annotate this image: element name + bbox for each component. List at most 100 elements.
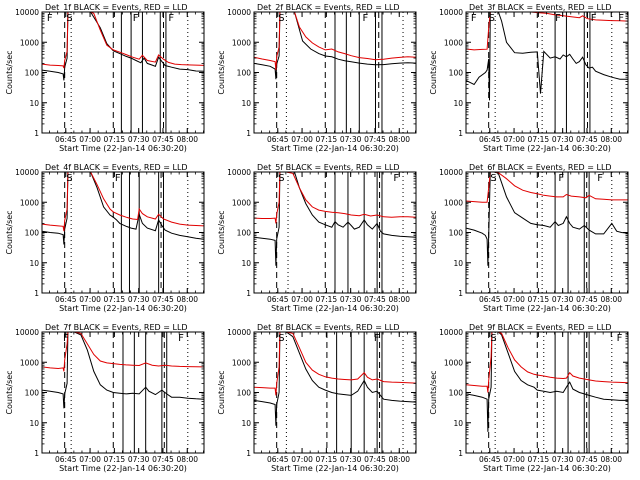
x-tick-label: 06:45 <box>55 295 77 304</box>
x-tick-label: 08:00 <box>176 455 198 464</box>
state-letter: F <box>617 333 623 344</box>
x-axis-label: Start Time (22-Jan-14 06:30:20) <box>271 464 399 473</box>
x-tick-label: 07:45 <box>364 295 386 304</box>
x-axis-label: Start Time (22-Jan-14 06:30:20) <box>59 464 187 473</box>
x-tick-label: 07:45 <box>576 135 598 144</box>
y-tick-label: 10 <box>29 259 39 268</box>
x-tick-label: 07:30 <box>552 295 574 304</box>
x-tick-label: 07:30 <box>552 135 574 144</box>
y-axis-label: Counts/sec <box>5 370 14 414</box>
y-tick-label: 10000 <box>439 328 463 337</box>
state-letter: F <box>597 173 603 184</box>
x-tick-label: 06:45 <box>479 135 501 144</box>
series-line-events <box>466 332 628 432</box>
y-tick-label: 10000 <box>227 8 251 17</box>
x-tick-label: 06:45 <box>267 135 289 144</box>
y-tick-label: 1000 <box>232 38 251 47</box>
x-tick-label: 07:45 <box>576 455 598 464</box>
y-tick-label: 10 <box>453 259 463 268</box>
series-line-events <box>254 332 416 426</box>
state-letter: F <box>471 13 477 24</box>
x-tick-label: 07:00 <box>503 135 525 144</box>
y-tick-label: 10 <box>29 419 39 428</box>
x-tick-label: 07:45 <box>152 455 174 464</box>
y-tick-label: 100 <box>449 229 464 238</box>
x-tick-label: 07:15 <box>316 455 338 464</box>
x-tick-label: 07:00 <box>79 455 101 464</box>
state-letter: F <box>393 173 399 184</box>
series-line-lld <box>42 332 204 372</box>
x-axis-label: Start Time (22-Jan-14 06:30:20) <box>271 304 399 313</box>
series-line-events <box>42 172 204 245</box>
x-tick-label: 07:45 <box>152 295 174 304</box>
x-tick-label: 06:45 <box>55 135 77 144</box>
y-tick-label: 1000 <box>444 358 463 367</box>
x-axis-label: Start Time (22-Jan-14 06:30:20) <box>271 144 399 153</box>
state-letter: S <box>278 13 284 24</box>
x-tick-label: 07:15 <box>104 295 126 304</box>
y-tick-label: 1 <box>34 129 39 138</box>
x-tick-label: 08:00 <box>388 295 410 304</box>
x-axis-label: Start Time (22-Jan-14 06:30:20) <box>59 304 187 313</box>
x-tick-label: 07:30 <box>340 135 362 144</box>
x-axis-label: Start Time (22-Jan-14 06:30:20) <box>483 464 611 473</box>
x-tick-label: 07:15 <box>104 455 126 464</box>
panel-title: Det_8f BLACK = Events, RED = LLD <box>257 323 400 332</box>
y-tick-label: 1000 <box>20 358 39 367</box>
x-tick-label: 07:00 <box>291 455 313 464</box>
y-tick-label: 10 <box>241 419 251 428</box>
x-tick-label: 07:45 <box>576 295 598 304</box>
state-letter: S <box>278 333 284 344</box>
series-line-lld <box>466 12 628 51</box>
state-letter: S <box>66 173 72 184</box>
y-tick-label: 1 <box>34 449 39 458</box>
y-tick-label: 100 <box>237 69 252 78</box>
x-tick-label: 06:45 <box>479 295 501 304</box>
x-axis-label: Start Time (22-Jan-14 06:30:20) <box>483 144 611 153</box>
series-line-events <box>42 332 204 409</box>
state-letter: F <box>363 13 369 24</box>
x-axis-label: Start Time (22-Jan-14 06:30:20) <box>483 304 611 313</box>
x-tick-label: 06:45 <box>267 455 289 464</box>
x-tick-label: 07:00 <box>291 135 313 144</box>
x-tick-label: 07:00 <box>79 135 101 144</box>
x-tick-label: 07:45 <box>364 135 386 144</box>
y-axis-label: Counts/sec <box>429 210 438 254</box>
y-tick-label: 10000 <box>227 168 251 177</box>
x-tick-label: 07:15 <box>316 135 338 144</box>
state-letter: F <box>618 13 624 24</box>
y-axis-label: Counts/sec <box>429 370 438 414</box>
x-tick-label: 07:30 <box>128 295 150 304</box>
y-tick-label: 1 <box>458 129 463 138</box>
series-line-events <box>42 12 204 81</box>
y-tick-label: 100 <box>25 229 40 238</box>
x-tick-label: 07:00 <box>503 455 525 464</box>
y-tick-label: 10 <box>241 99 251 108</box>
series-line-events <box>466 172 628 266</box>
state-letter: S <box>490 333 496 344</box>
y-tick-label: 100 <box>25 69 40 78</box>
state-letter: F <box>591 13 597 24</box>
y-tick-label: 10 <box>241 259 251 268</box>
panel-title: Det_4f BLACK = Events, RED = LLD <box>45 163 188 172</box>
y-tick-label: 1 <box>458 449 463 458</box>
series-line-events <box>254 12 416 80</box>
x-tick-label: 06:45 <box>479 455 501 464</box>
series-line-events <box>466 12 628 101</box>
series-line-lld <box>42 12 204 69</box>
y-tick-label: 1000 <box>20 38 39 47</box>
x-tick-label: 07:15 <box>528 135 550 144</box>
y-tick-label: 1000 <box>232 198 251 207</box>
y-tick-label: 1000 <box>444 198 463 207</box>
state-letter: F <box>47 13 53 24</box>
state-letter: S <box>278 173 284 184</box>
x-tick-label: 07:30 <box>128 135 150 144</box>
state-letter: S <box>490 173 496 184</box>
state-letter: F <box>555 13 561 24</box>
